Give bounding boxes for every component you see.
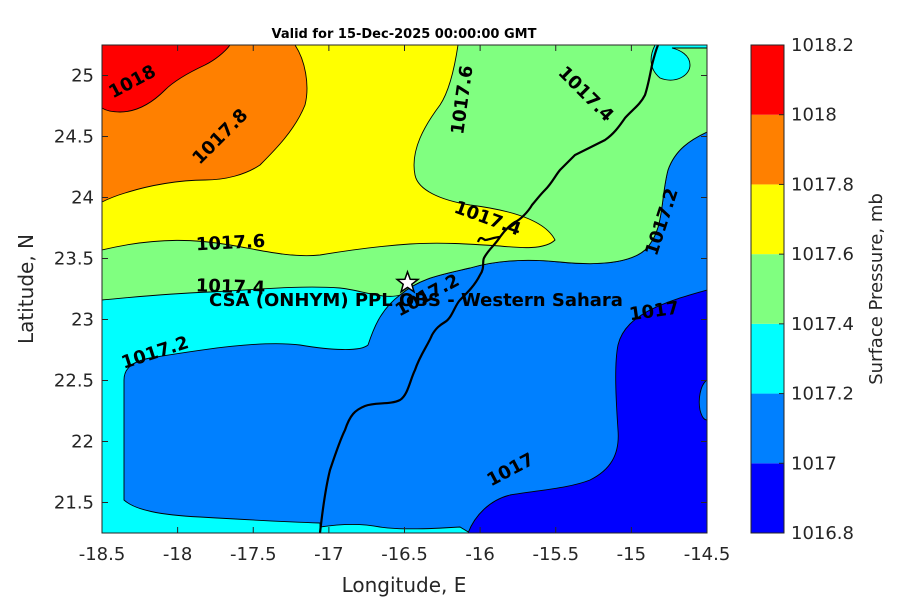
y-tick-label: 23 [71, 310, 94, 331]
y-tick-label: 25 [71, 66, 94, 87]
colorbar-swatch [751, 45, 784, 115]
contour-label: 1017.6 [195, 231, 265, 256]
colorbar-label: Surface Pressure, mb [866, 193, 887, 385]
y-tick-label: 23.5 [54, 249, 94, 270]
coastline-inlet [476, 235, 501, 243]
colorbar-tick-label: 1018.2 [791, 35, 854, 56]
x-axis: -18.5 -18 -17.5 -17 -16.5 -16 -15.5 -15 -14.5 [79, 45, 731, 565]
colorbar-tick-label: 1017.4 [791, 314, 854, 335]
colorbar-tick-label: 1017.8 [791, 174, 854, 195]
x-tick-label: -15 [617, 544, 646, 565]
station-star-icon [395, 269, 421, 294]
x-tick-label: -14.5 [684, 544, 731, 565]
band-1017.2-1017.4-bottom [319, 523, 471, 533]
x-axis-label: Longitude, E [342, 573, 467, 597]
colorbar-tick-label: 1017 [791, 453, 837, 474]
chart-title: Valid for 15-Dec-2025 00:00:00 GMT [272, 27, 537, 42]
x-tick-label: -18 [163, 544, 192, 565]
band-1018.0-1018.2 [102, 45, 231, 113]
colorbar-tick-label: 1017.2 [791, 384, 854, 405]
station-label: CSA (ONHYM) PPL OBS - Western Sahara [209, 290, 623, 311]
x-tick-label: -17 [314, 544, 343, 565]
x-tick-label: -15.5 [532, 544, 579, 565]
y-tick-label: 21.5 [54, 493, 94, 514]
y-axis-label: Latitude, N [14, 234, 38, 344]
y-axis: 21.5 22 22.5 23 23.5 24 24.5 25 [54, 66, 707, 514]
y-tick-label: 22.5 [54, 371, 94, 392]
colorbar-swatch [751, 323, 784, 394]
colorbar-frame [750, 44, 785, 534]
colorbar-tick-label: 1017.6 [791, 244, 854, 265]
coastline [318, 45, 660, 533]
x-tick-label: -17.5 [230, 544, 277, 565]
colorbar-swatch [751, 254, 784, 324]
band-1016.8-1017.0-east [467, 289, 707, 533]
station: CSA (ONHYM) PPL OBS - Western Sahara [209, 269, 623, 311]
contour-label: 1017.4 [195, 275, 265, 298]
colorbar-swatch [751, 184, 784, 255]
colorbar: 1016.8 1017 1017.2 1017.4 1017.6 1017.8 1018 10… [750, 35, 854, 544]
colorbar-tick-label: 1016.8 [791, 523, 854, 544]
y-tick-label: 24.5 [54, 127, 94, 148]
x-tick-label: -16 [465, 544, 494, 565]
colorbar-tick-label: 1018 [791, 105, 837, 126]
x-tick-label: -16.5 [381, 544, 428, 565]
y-tick-label: 22 [71, 432, 94, 453]
band-1017.0-island-east [698, 379, 707, 421]
colorbar-swatch [751, 393, 784, 464]
colorbar-swatch [751, 114, 784, 185]
x-tick-label: -18.5 [79, 544, 126, 565]
colorbar-swatch [751, 463, 784, 533]
y-tick-label: 24 [71, 188, 94, 209]
